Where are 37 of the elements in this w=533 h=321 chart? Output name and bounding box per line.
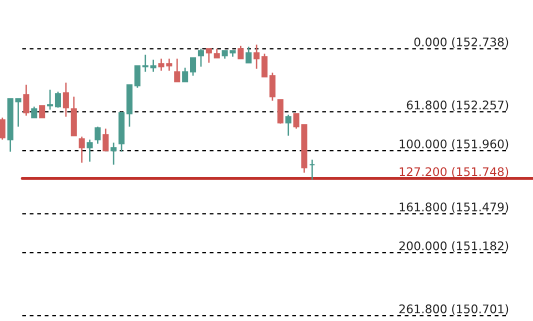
candlestick <box>277 99 284 124</box>
candlestick <box>78 136 85 164</box>
candlestick <box>150 59 156 72</box>
candlestick <box>214 48 220 58</box>
candlestick <box>54 91 62 108</box>
candlestick <box>238 45 244 60</box>
candlestick <box>102 128 109 152</box>
candlestick <box>190 57 196 76</box>
ref-line-label: 100.000 (151.960) <box>400 139 508 150</box>
ref-line-label: 200.000 (151.182) <box>399 241 508 252</box>
candlestick <box>110 142 117 166</box>
candlestick <box>182 67 188 82</box>
candlestick <box>47 89 54 110</box>
ref-line-label: 61.800 (152.257) <box>406 100 508 111</box>
candlestick <box>62 82 69 118</box>
candlestick <box>246 46 252 64</box>
candlestick <box>269 72 276 102</box>
candlestick <box>94 126 101 144</box>
ref-line-label: 127.200 (151.748) <box>400 167 508 178</box>
candlestick <box>31 106 38 118</box>
candlestick <box>261 53 268 78</box>
candlestick <box>23 84 30 116</box>
candlestick <box>309 159 316 180</box>
ref-line-label: 161.800 (151.479) <box>400 202 508 213</box>
ref-line-label: 261.800 (150.701) <box>399 304 508 315</box>
candlestick <box>206 48 212 64</box>
candlestick <box>254 44 260 70</box>
ref-line-label: 0.000 (152.738) <box>414 37 508 48</box>
candlestick <box>142 54 148 72</box>
candlestick <box>15 98 22 128</box>
candlestick <box>285 114 292 136</box>
candlestick <box>198 48 204 68</box>
candlestick <box>0 116 6 140</box>
candlestick <box>134 65 140 88</box>
candlestick <box>86 138 93 162</box>
candlestick <box>39 105 46 118</box>
candlestick <box>174 58 180 82</box>
